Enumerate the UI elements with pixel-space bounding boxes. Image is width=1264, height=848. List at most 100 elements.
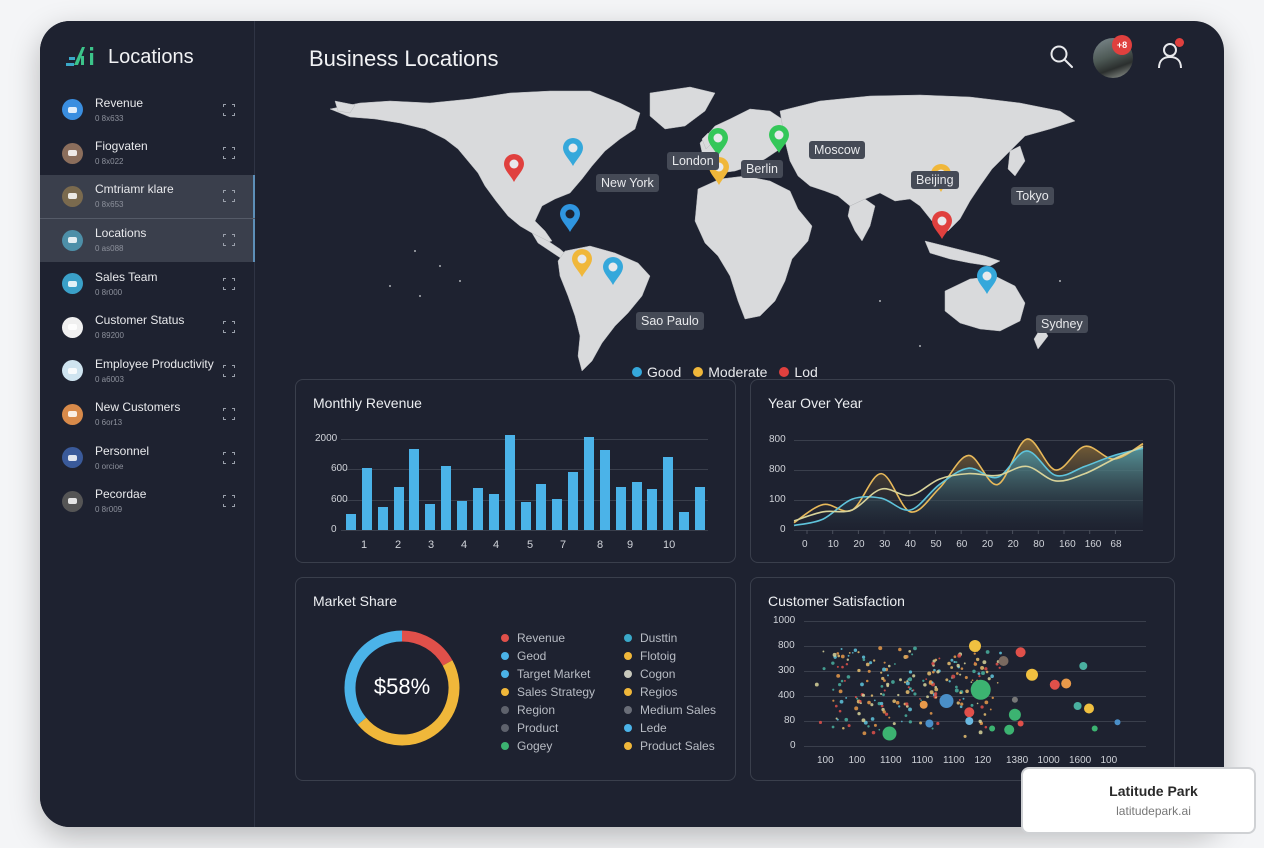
expand-icon[interactable] <box>223 234 235 247</box>
bar[interactable] <box>583 437 594 530</box>
map-label-london[interactable]: London <box>667 152 719 170</box>
legend-dot-icon <box>624 670 632 678</box>
sidebar-item-personnel[interactable]: Personnel 0 orcioe <box>40 436 255 480</box>
sidebar-item-cmtriamr-klare[interactable]: Cmtriamr klare 0 8x653 <box>40 175 255 219</box>
y-tick-label: 300 <box>778 665 795 676</box>
monthly-revenue-chart[interactable]: 0 600 600 2000 1 2 3 4 4 5 7 8 9 10 <box>296 380 737 564</box>
sidebar-item-pecordae[interactable]: Pecordae 0 8r009 <box>40 480 255 524</box>
x-tick-label: 1600 <box>1069 755 1092 766</box>
expand-icon[interactable] <box>223 147 235 160</box>
user-status-dot <box>1175 38 1184 47</box>
map-pin-low-icon[interactable] <box>931 210 953 240</box>
bar[interactable] <box>520 501 531 530</box>
sidebar-item-employee-productivity[interactable]: Employee Productivity 0 a6003 <box>40 349 255 393</box>
bar[interactable] <box>663 456 674 530</box>
bar[interactable] <box>679 511 690 530</box>
x-tick-label: 80 <box>1033 539 1045 550</box>
legend-dot-icon <box>624 634 632 642</box>
bar[interactable] <box>361 467 372 530</box>
bar[interactable] <box>568 472 579 530</box>
sidebar-item-fiogvaten[interactable]: Fiogvaten 0 8x022 <box>40 132 255 176</box>
bar[interactable] <box>488 494 499 530</box>
world-map[interactable]: Good Moderate Lod New York London Berlin Mosc… <box>320 81 1088 380</box>
sidebar-item-text: Personnel 0 orcioe <box>95 444 223 471</box>
sidebar-item-label: Cmtriamr klare <box>95 182 174 197</box>
bar[interactable] <box>552 498 563 530</box>
map-pin-green-icon[interactable] <box>707 127 729 157</box>
sidebar-item-new-customers[interactable]: New Customers 0 6or13 <box>40 393 255 437</box>
bar[interactable] <box>457 500 468 530</box>
x-tick-label: 20 <box>1007 539 1019 550</box>
customer-satisfaction-card: Customer Satisfaction 0 80 400 300 800 1000 10… <box>750 577 1175 781</box>
sidebar-item-text: Sales Team 0 8r000 <box>95 270 223 297</box>
map-label-moscow[interactable]: Moscow <box>809 141 865 159</box>
expand-icon[interactable] <box>223 408 235 421</box>
bar[interactable] <box>599 450 610 530</box>
scatter-points <box>814 640 1121 741</box>
map-label-sao-paulo[interactable]: Sao Paulo <box>636 312 704 330</box>
dashboard-window: Locations Revenue 0 8x633 Fiogvaten 0 8x022… <box>40 21 1224 827</box>
legend-item: Gogey <box>501 739 552 753</box>
map-pin-good-icon[interactable] <box>602 256 624 286</box>
bar[interactable] <box>377 507 388 530</box>
user-icon[interactable] <box>1154 39 1186 71</box>
map-label-new-york[interactable]: New York <box>596 174 659 192</box>
map-pin-moderate-icon[interactable] <box>571 248 593 278</box>
sidebar-item-label: Employee Productivity <box>95 356 214 371</box>
expand-icon[interactable] <box>223 103 235 116</box>
x-tick-label: 1100 <box>943 755 965 766</box>
bar[interactable] <box>504 434 515 530</box>
search-icon[interactable] <box>1049 44 1075 70</box>
sidebar-item-text: Locations 0 as088 <box>95 226 223 254</box>
bar[interactable] <box>425 504 436 530</box>
sidebar-item-label: New Customers <box>95 400 181 415</box>
gridline <box>804 721 1146 722</box>
bar[interactable] <box>393 486 404 530</box>
y-tick-label: 0 <box>790 740 796 751</box>
bar[interactable] <box>346 514 356 530</box>
sidebar-item-locations[interactable]: Locations 0 as088 <box>40 218 255 262</box>
expand-icon[interactable] <box>223 451 235 464</box>
customer-satisfaction-chart[interactable]: 0 80 400 300 800 1000 100 100 1100 1100 1100 120 138… <box>751 578 1176 782</box>
market-share-chart[interactable]: $58% Revenue Geod Target Market Sales Strate… <box>296 578 737 782</box>
legend-item: Dusttin <box>624 631 677 645</box>
map-pin-good-icon[interactable] <box>976 265 998 295</box>
sidebar-item-subtext: 0 8r009 <box>95 505 123 515</box>
year-over-year-chart[interactable]: 0 100 800 800 0 10 20 30 40 50 60 20 20 80 160 160 68 <box>751 380 1176 564</box>
map-pin-low-icon[interactable] <box>503 153 525 183</box>
bar[interactable] <box>615 486 626 530</box>
card-title: Monthly Revenue <box>313 395 422 411</box>
map-label-tokyo[interactable]: Tokyo <box>1011 187 1054 205</box>
bar[interactable] <box>695 486 705 530</box>
y-tick-label: 800 <box>769 434 786 445</box>
bar[interactable] <box>472 487 483 530</box>
map-pin-good-dark-icon[interactable] <box>559 203 581 233</box>
sidebar-item-customer-status[interactable]: Customer Status 0 89200 <box>40 306 255 350</box>
bar[interactable] <box>647 488 658 530</box>
x-tick-label: 100 <box>817 755 834 766</box>
expand-icon[interactable] <box>223 277 235 290</box>
sidebar-item-sales-team[interactable]: Sales Team 0 8r000 <box>40 262 255 306</box>
bar[interactable] <box>409 449 420 530</box>
map-pin-good-icon[interactable] <box>562 137 584 167</box>
expand-icon[interactable] <box>223 190 235 203</box>
map-label-berlin[interactable]: Berlin <box>741 160 783 178</box>
map-label-beijing[interactable]: Beijing <box>911 171 959 189</box>
expand-icon[interactable] <box>223 321 235 334</box>
gridline <box>804 746 1146 747</box>
sidebar-item-subtext: 0 orcioe <box>95 461 124 471</box>
expand-icon[interactable] <box>223 495 235 508</box>
expand-icon[interactable] <box>223 364 235 377</box>
bar[interactable] <box>441 465 452 530</box>
sidebar-item-text: Customer Status 0 89200 <box>95 314 223 341</box>
map-pin-green-icon[interactable] <box>768 124 790 154</box>
bar[interactable] <box>536 484 547 530</box>
x-tick-label: 0 <box>802 539 808 550</box>
x-tick-label: 1100 <box>880 755 902 766</box>
sidebar-item-subtext: 0 as088 <box>95 244 124 254</box>
map-label-sydney[interactable]: Sydney <box>1036 315 1088 333</box>
legend-item: Target Market <box>501 667 590 681</box>
sidebar-item-revenue[interactable]: Revenue 0 8x633 <box>40 88 255 132</box>
bar[interactable] <box>631 482 642 530</box>
sidebar-item-label: Locations <box>95 226 147 241</box>
